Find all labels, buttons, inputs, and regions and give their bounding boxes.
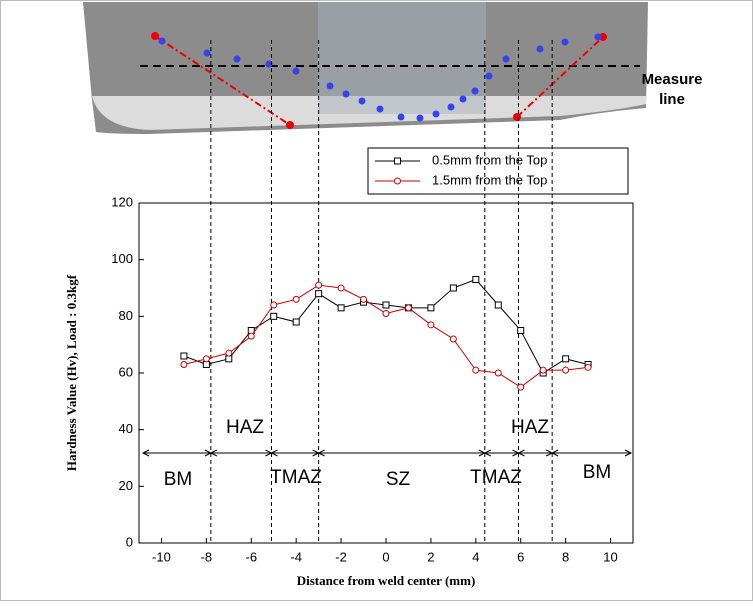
y-tick-label: 100: [111, 251, 133, 266]
photo-label: Measure: [642, 71, 703, 88]
arrow-head: [270, 449, 278, 457]
series-line: [183, 284, 589, 388]
marker: [225, 355, 233, 363]
marker: [292, 318, 300, 326]
marker: [360, 295, 368, 303]
y-tick-label: 20: [119, 478, 133, 493]
legend: [367, 147, 629, 195]
marker: [562, 355, 570, 363]
x-tick-label: 8: [562, 549, 569, 564]
marker: [427, 304, 435, 312]
x-tick-label: -8: [201, 549, 213, 564]
arrow-head: [624, 449, 633, 457]
marker: [382, 301, 390, 309]
arrow-head: [317, 449, 325, 457]
zone-label: BM: [164, 469, 193, 490]
x-tick-label: -2: [335, 549, 347, 564]
marker: [180, 352, 188, 360]
marker: [539, 366, 547, 374]
marker: [270, 301, 278, 309]
x-tick-label: 4: [472, 549, 479, 564]
marker: [225, 349, 233, 357]
zone-label: BM: [583, 462, 612, 483]
zone-label: TMAZ: [470, 467, 522, 488]
arrow-head: [551, 449, 559, 457]
marker: [517, 327, 525, 334]
photo: Measure line: [83, 2, 702, 134]
marker: [247, 332, 255, 340]
y-axis-title: Hardness Value (Hv), Load : 0.3kgf: [64, 274, 79, 471]
photo-label: line: [659, 91, 685, 108]
y-tick-label: 0: [126, 534, 133, 549]
zone-label: SZ: [386, 469, 411, 490]
marker: [472, 366, 480, 374]
y-tick-label: 60: [119, 364, 133, 379]
marker: [202, 355, 210, 363]
x-tick-label: 0: [382, 549, 389, 564]
zone-label: HAZ: [226, 417, 264, 438]
x-tick-label: -4: [290, 549, 302, 564]
marker: [292, 295, 300, 303]
marker: [337, 304, 345, 312]
x-tick-label: 2: [427, 549, 434, 564]
x-tick-label: 10: [603, 549, 617, 564]
zone-label: HAZ: [511, 417, 549, 438]
marker: [584, 363, 592, 371]
x-tick-label: 6: [517, 549, 524, 564]
marker: [562, 366, 570, 374]
marker: [270, 312, 278, 320]
legend-label: 0.5mm from the Top: [432, 152, 547, 167]
x-axis-title: Distance from weld center (mm): [297, 573, 476, 588]
marker: [517, 383, 525, 391]
arrow-head: [483, 449, 492, 457]
arrow-head: [141, 449, 150, 457]
series-line: [183, 278, 589, 374]
x-tick-label: -10: [152, 549, 171, 564]
marker: [382, 310, 390, 317]
marker: [404, 304, 412, 312]
zone-label: TMAZ: [270, 467, 322, 488]
marker: [494, 301, 502, 309]
marker: [494, 369, 502, 377]
marker: [180, 361, 188, 368]
y-tick-label: 80: [119, 308, 133, 323]
marker: [315, 281, 323, 289]
marker: [427, 321, 435, 329]
legend-marker: [394, 157, 401, 165]
y-tick-label: 40: [119, 421, 133, 436]
marker: [472, 276, 480, 283]
legend-label: 1.5mm from the Top: [432, 172, 547, 187]
marker: [337, 284, 345, 292]
marker: [202, 361, 210, 368]
plot-area: [138, 202, 634, 544]
arrow-head: [517, 449, 525, 457]
legend-marker: [394, 177, 401, 185]
arrow-head: [209, 449, 218, 457]
x-tick-label: -6: [245, 549, 257, 564]
marker: [449, 335, 457, 343]
y-tick-label: 120: [111, 194, 133, 209]
marker: [315, 290, 323, 298]
marker: [449, 284, 457, 292]
